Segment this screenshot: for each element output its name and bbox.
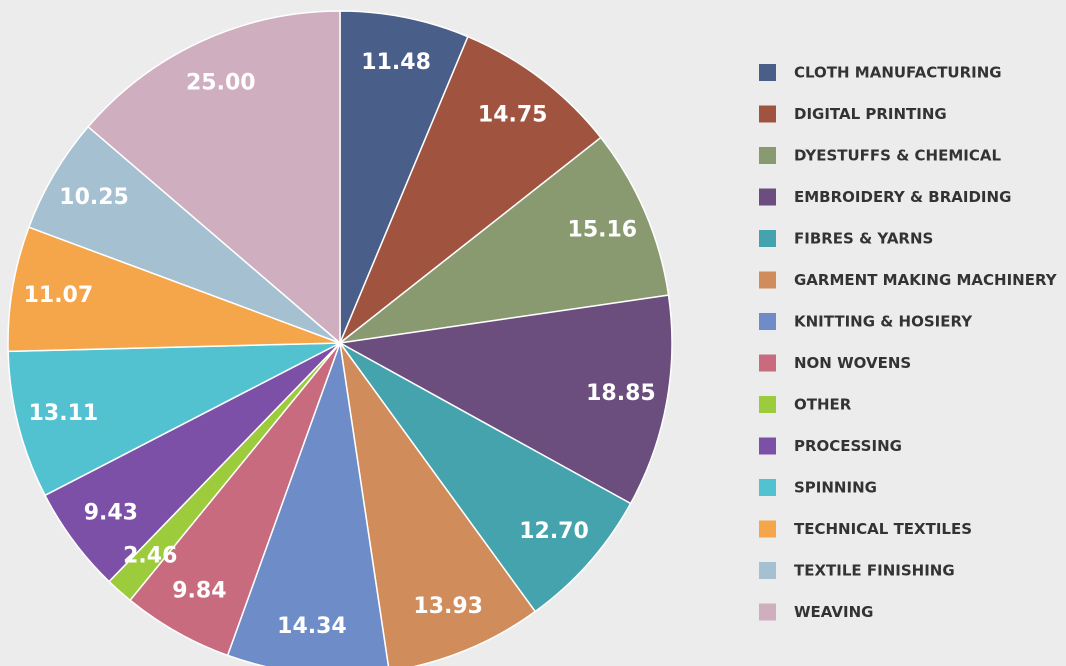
legend-swatch: [759, 230, 776, 247]
data-label: 15.16: [568, 217, 638, 242]
data-label: 18.85: [586, 381, 656, 406]
pie-slice: [226, 342, 390, 666]
legend-swatch: [759, 479, 776, 496]
legend-label: CLOTH MANUFACTURING: [794, 64, 1002, 82]
data-label: 11.07: [24, 283, 94, 308]
legend-label: DYESTUFFS & CHEMICAL: [794, 147, 1001, 165]
pie-slice: [337, 136, 670, 345]
legend-label: WEAVING: [794, 603, 873, 621]
legend-label: NON WOVENS: [794, 354, 911, 372]
legend-swatch: [759, 313, 776, 330]
legend-label: FIBRES & YARNS: [794, 230, 933, 248]
pie-slice: [339, 342, 537, 666]
legend-swatch: [759, 105, 776, 123]
data-label: 12.70: [519, 519, 589, 544]
legend-swatch: [759, 437, 776, 455]
pie-slice: [7, 226, 341, 353]
pie-slice: [87, 10, 341, 345]
pie-slice: [338, 35, 602, 346]
data-label: 13.11: [29, 401, 99, 426]
legend-label: OTHER: [794, 396, 852, 414]
data-label: 9.84: [172, 579, 226, 604]
legend-swatch: [759, 354, 776, 372]
data-label: 13.93: [413, 594, 483, 619]
legend-label: GARMENT MAKING MACHINERY: [794, 271, 1058, 289]
legend-swatch: [759, 147, 776, 164]
pie-slice: [339, 342, 632, 613]
legend-swatch: [759, 396, 776, 413]
legend-swatch: [759, 188, 776, 206]
legend-swatch: [759, 562, 776, 579]
legend-swatch: [759, 520, 776, 538]
data-label: 14.75: [478, 103, 548, 128]
pie-slice: [7, 342, 341, 497]
legend-label: DIGITAL PRINTING: [794, 105, 947, 123]
legend-label: TECHNICAL TEXTILES: [794, 520, 972, 538]
legend-label: KNITTING & HOSIERY: [794, 313, 973, 331]
legend-swatch: [759, 271, 776, 289]
legend-label: TEXTILE FINISHING: [794, 562, 955, 580]
legend-swatch: [759, 603, 776, 621]
legend-label: EMBROIDERY & BRAIDING: [794, 188, 1011, 206]
data-label: 2.46: [123, 543, 177, 568]
pie-slice: [339, 10, 469, 344]
data-label: 14.34: [277, 614, 347, 639]
data-label: 10.25: [59, 185, 129, 210]
legend-swatch: [759, 64, 776, 81]
pie-slice: [337, 294, 673, 505]
data-label: 25.00: [186, 71, 256, 96]
legend-label: PROCESSING: [794, 437, 902, 455]
data-label: 11.48: [361, 50, 431, 75]
data-label: 9.43: [84, 500, 138, 525]
legend-label: SPINNING: [794, 479, 877, 497]
